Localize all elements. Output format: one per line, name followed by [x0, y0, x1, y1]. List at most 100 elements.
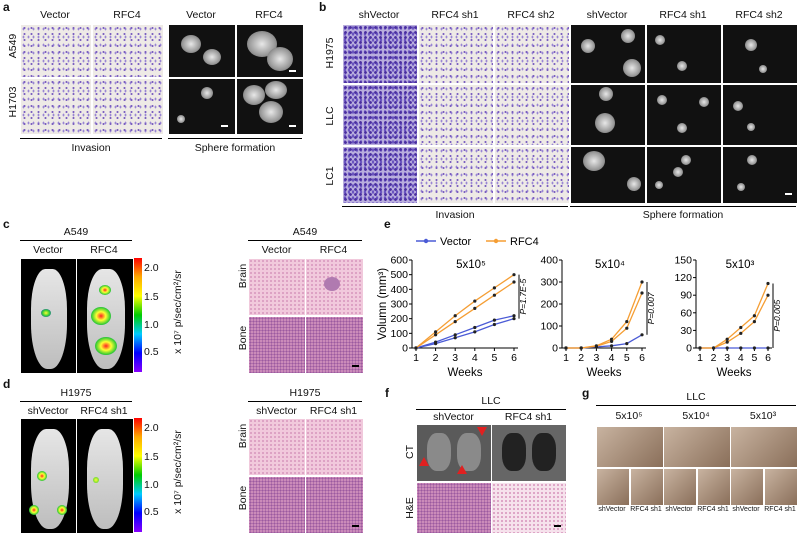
g-sub-sh1-1: RFC4 sh1 — [630, 506, 662, 513]
e-legend: Vector RFC4 — [416, 236, 539, 248]
chart1-series-rfc4-1 — [566, 281, 643, 349]
c-colorbar — [134, 258, 142, 372]
panel-e-label: e — [384, 217, 391, 231]
d-title: H1975 — [60, 387, 92, 399]
a-sph-col-vector: Vector — [186, 9, 216, 21]
chart0-series-vector-1 — [415, 318, 515, 349]
c-hist-col-rfc4: RFC4 — [319, 244, 348, 256]
b-sphere-llc-sh2 — [722, 84, 798, 146]
a-sphere-a549-vector — [168, 24, 236, 78]
a-invasion-h1703-rfc4 — [92, 78, 164, 135]
c-hist-title-rule — [248, 240, 362, 241]
chart0-xtick-label: 5 — [491, 352, 497, 364]
chart0-series-rfc4-3 — [415, 281, 515, 349]
g-title-rule — [596, 405, 796, 406]
chart0-ytick-label: 600 — [390, 255, 408, 267]
b-invasion-lc1-sh2 — [494, 146, 570, 204]
b-invasion-h1975-sh1 — [418, 24, 494, 84]
b-sphere-rule — [570, 206, 796, 207]
b-invasion-h1975-shvector — [342, 24, 418, 84]
b-invasion-label: Invasion — [435, 209, 475, 221]
chart1-xtick-label: 4 — [609, 352, 615, 364]
d-title-rule — [20, 401, 132, 402]
chart2-xtick-label: 4 — [738, 352, 744, 364]
chart0-point — [414, 346, 418, 350]
chart0-point — [473, 325, 477, 330]
f-ct-shvector — [416, 424, 492, 482]
chart1-series-rfc4-2 — [566, 292, 643, 349]
chart2-ytick-label: 30 — [680, 325, 692, 337]
b-row-lc1: LC1 — [324, 166, 336, 186]
chart0-ytick-label: 0 — [402, 343, 408, 355]
c-image-rfc4 — [76, 258, 134, 374]
chart1-point — [579, 346, 583, 350]
g-sub-shvector-3: shVector — [732, 506, 760, 513]
chart2-point — [725, 340, 729, 344]
g-lung-5e5-sh1 — [630, 468, 664, 506]
chart2-point — [752, 346, 756, 350]
chart2-ytick-label: 0 — [686, 343, 692, 355]
d-cb-tick-1: 1.0 — [144, 479, 159, 491]
f-row-ct: CT — [404, 445, 416, 459]
a-invasion-label: Invasion — [71, 142, 111, 154]
b-col-sh2: RFC4 sh2 — [507, 9, 555, 21]
chart1-xtick-label: 5 — [624, 352, 630, 364]
c-he-brain-vector — [248, 258, 307, 316]
b-row-llc: LLC — [324, 106, 336, 126]
chart2-point — [725, 337, 729, 341]
d-cb-tick-05: 0.5 — [144, 506, 159, 518]
chart1-title: 5x10⁴ — [595, 259, 625, 271]
d-cb-tick-2: 2.0 — [144, 422, 159, 434]
panel-f-label: f — [385, 386, 389, 400]
chart0-point — [453, 314, 457, 318]
b-col-shvector: shVector — [358, 9, 400, 21]
chart1-point — [625, 320, 629, 324]
arrowhead-icon — [419, 457, 429, 466]
g-sub-sh1-3: RFC4 sh1 — [764, 506, 796, 513]
b-sphere-h1975-sh2 — [722, 24, 798, 84]
chart2-point — [712, 346, 716, 350]
chart2-point — [752, 314, 756, 318]
chart2-series-rfc4-2 — [700, 294, 769, 349]
chart0-point — [473, 330, 477, 334]
b-sphere-llc-sh1 — [646, 84, 722, 146]
g-mouse-5e5 — [596, 426, 664, 468]
chart1-xtick-label: 2 — [578, 352, 584, 364]
a-sphere-h1703-vector — [168, 78, 236, 135]
chart1-xlabel: Weeks — [587, 367, 622, 379]
c-he-brain-rfc4 — [305, 258, 364, 316]
b-invasion-rule — [342, 206, 568, 207]
chart2-point — [766, 346, 770, 350]
b-sph-col-sh1: RFC4 sh1 — [659, 9, 707, 21]
g-sub-sh1-2: RFC4 sh1 — [697, 506, 729, 513]
chart0-title: 5x10⁵ — [456, 259, 486, 271]
g-col-5e3: 5x10³ — [749, 410, 777, 422]
panel-g-label: g — [582, 386, 590, 400]
a-invasion-h1703-vector — [20, 78, 92, 135]
c-hist-col-vector: Vector — [261, 244, 292, 256]
chart0-xlabel: Weeks — [448, 367, 483, 379]
chart0-point — [512, 273, 516, 277]
chart0-point — [453, 333, 457, 337]
chart2-point — [766, 293, 770, 297]
chart0-point — [434, 330, 438, 334]
c-he-bone-vector — [248, 316, 307, 374]
chart0-point — [512, 314, 516, 318]
chart1-ytick-label: 0 — [552, 343, 558, 355]
chart1-xtick-label: 1 — [563, 352, 569, 364]
chart0-series-vector-0 — [415, 315, 515, 349]
chart0-point — [434, 342, 438, 346]
chart2-ytick-label: 120 — [674, 272, 692, 284]
a-row-a549: A549 — [7, 33, 19, 59]
chart1-point — [610, 339, 614, 343]
g-sub-shvector-1: shVector — [598, 506, 626, 513]
g-lung-5e4-sh1 — [697, 468, 731, 506]
chart1-ytick-label: 200 — [540, 299, 558, 311]
a-sphere-label: Sphere formation — [194, 142, 276, 154]
chart0-point — [492, 322, 496, 327]
chart2-ytick-label: 90 — [680, 290, 692, 302]
a-invasion-a549-rfc4 — [92, 24, 164, 78]
chart0-ytick-label: 200 — [390, 313, 408, 325]
chart0-pvalue: P=1.7E-5 — [518, 279, 528, 315]
chart2-ytick-label: 150 — [674, 255, 692, 267]
